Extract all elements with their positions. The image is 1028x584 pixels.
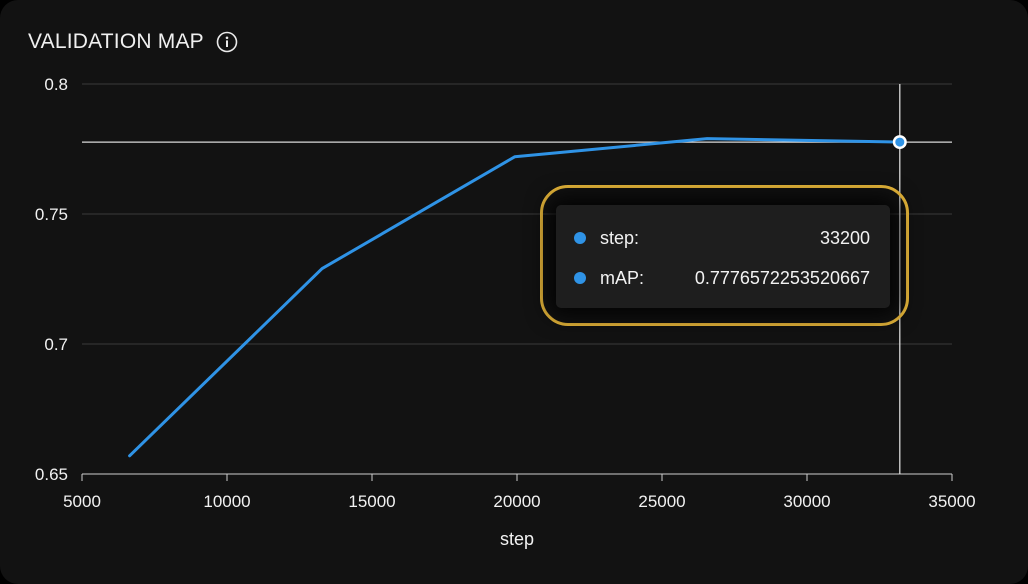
chart-header: VALIDATION MAP [28,30,238,54]
tooltip-key: mAP: [600,267,645,288]
x-tick-label: 25000 [638,492,685,511]
info-icon[interactable] [216,31,238,53]
y-tick-label: 0.8 [44,75,68,94]
y-tick-label: 0.65 [35,465,68,484]
x-tick-label: 20000 [493,492,540,511]
hover-tooltip: step: 33200 mAP: 0.7776572253520667 [556,205,890,308]
x-tick-label: 15000 [348,492,395,511]
tooltip-value: 0.7776572253520667 [694,267,870,288]
x-tick-label: 10000 [203,492,250,511]
x-tick-label: 30000 [783,492,830,511]
tooltip-row-map: mAP: 0.7776572253520667 [574,267,870,289]
tooltip-key: step: [600,227,640,248]
y-tick-label: 0.75 [35,205,68,224]
tooltip-value: 33200 [819,227,870,248]
chart-title: VALIDATION MAP [28,30,204,53]
series-dot-icon [574,272,586,284]
hover-marker-point[interactable] [895,137,905,147]
y-tick-label: 0.7 [44,335,68,354]
x-axis-title: step [500,529,534,549]
tooltip-highlight [540,185,909,326]
x-tick-label: 5000 [63,492,101,511]
series-line-map[interactable] [128,137,902,458]
x-tick-label: 35000 [928,492,975,511]
tooltip-row-step: step: 33200 [574,227,870,249]
series-dot-icon [574,232,586,244]
